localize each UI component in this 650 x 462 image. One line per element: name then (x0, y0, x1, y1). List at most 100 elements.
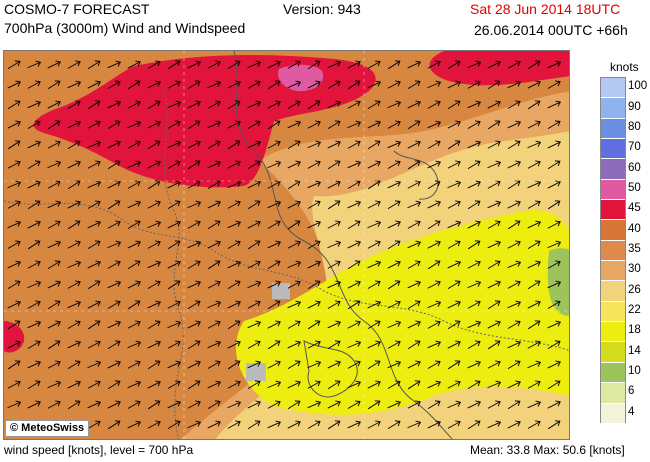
wind-arrow (107, 420, 121, 430)
wind-arrow (347, 400, 361, 409)
field-45-northeast (429, 51, 569, 86)
wind-arrow (367, 360, 381, 370)
wind-arrow (227, 200, 241, 209)
legend-swatch (601, 301, 625, 323)
wind-arrow (267, 380, 282, 389)
wind-arrow (147, 220, 162, 229)
wind-arrow (347, 380, 362, 389)
wind-arrow (87, 80, 101, 89)
wind-arrow (367, 240, 381, 249)
wind-arrow (47, 220, 61, 229)
wind-arrow (47, 100, 61, 109)
wind-arrow (467, 300, 481, 309)
wind-arrow (547, 320, 562, 329)
wind-arrow (527, 160, 541, 169)
wind-arrow (367, 260, 382, 269)
wind-arrow (487, 300, 501, 310)
wind-arrow (47, 380, 62, 389)
wind-arrow (67, 100, 81, 109)
wind-arrow (147, 260, 162, 269)
wind-arrow (467, 60, 482, 69)
wind-arrow (407, 340, 421, 350)
wind-arrow (467, 140, 482, 149)
wind-arrow (387, 320, 402, 329)
wind-arrow (247, 100, 262, 109)
wind-arrow (107, 100, 122, 109)
wind-arrow (247, 420, 261, 430)
wind-arrow (367, 140, 381, 150)
wind-arrow (187, 200, 202, 209)
wind-arrow (367, 400, 381, 410)
wind-arrow (47, 160, 62, 169)
wind-arrow (247, 240, 261, 250)
wind-arrow (107, 360, 121, 369)
wind-arrow (507, 160, 521, 169)
wind-arrow (167, 380, 181, 389)
wind-arrow (187, 300, 201, 309)
wind-arrow (27, 400, 41, 409)
wind-arrow (347, 300, 361, 310)
wind-arrow (107, 280, 122, 289)
wind-arrow (247, 300, 261, 309)
wind-arrow (7, 320, 21, 330)
wind-arrow (247, 180, 261, 189)
wind-arrow (27, 380, 41, 389)
wind-arrow (247, 320, 262, 329)
wind-arrow (507, 420, 521, 429)
wind-arrow (427, 340, 442, 349)
legend-swatch (601, 118, 625, 140)
wind-arrow (227, 80, 241, 89)
wind-arrow (267, 140, 281, 149)
wind-arrow (7, 380, 21, 389)
wind-arrow (467, 80, 481, 89)
wind-arrow (247, 360, 262, 369)
wind-arrow (427, 200, 441, 209)
wind-map[interactable]: © MeteoSwiss (3, 50, 570, 440)
wind-arrow (367, 100, 381, 109)
legend-swatch (601, 281, 625, 302)
wind-arrow (527, 200, 541, 209)
wind-arrow (307, 180, 322, 189)
color-legend (600, 77, 626, 424)
wind-arrow (87, 380, 101, 389)
wind-arrow (107, 380, 121, 390)
wind-arrow (367, 340, 381, 349)
wind-arrow (287, 260, 302, 269)
wind-arrow (187, 380, 201, 390)
wind-arrow (247, 120, 261, 129)
wind-arrow (147, 340, 161, 349)
legend-label: 14 (628, 344, 641, 357)
wind-arrow (207, 340, 222, 349)
wind-arrow (407, 180, 421, 189)
wind-arrow (107, 160, 121, 170)
legend-label: 50 (628, 181, 641, 194)
wind-arrow (287, 360, 301, 369)
wind-arrow (307, 140, 322, 149)
wind-arrow (227, 100, 241, 110)
legend-label: 18 (628, 324, 641, 337)
wind-arrow (107, 300, 121, 309)
wind-arrow (167, 420, 181, 429)
wind-arrow (127, 220, 141, 229)
meteoswiss-logo: © MeteoSwiss (5, 420, 90, 437)
wind-arrow (447, 260, 462, 269)
wind-arrow (147, 120, 161, 129)
wind-arrow (87, 220, 102, 229)
wind-arrow (67, 360, 81, 369)
wind-arrow (7, 160, 21, 169)
wind-arrow (487, 200, 502, 209)
wind-arrow (27, 300, 41, 309)
wind-arrow (347, 220, 361, 229)
wind-arrow (447, 420, 461, 429)
wind-arrow (487, 100, 501, 109)
wind-arrow (7, 140, 21, 150)
wind-arrow (367, 380, 381, 389)
wind-arrow (27, 80, 41, 89)
wind-arrow (227, 120, 241, 129)
wind-arrow (207, 140, 221, 149)
wind-arrow (367, 160, 381, 169)
wind-arrow (307, 220, 322, 229)
wind-arrow (247, 340, 261, 349)
wind-arrow (207, 380, 222, 389)
wind-arrow (187, 240, 202, 249)
